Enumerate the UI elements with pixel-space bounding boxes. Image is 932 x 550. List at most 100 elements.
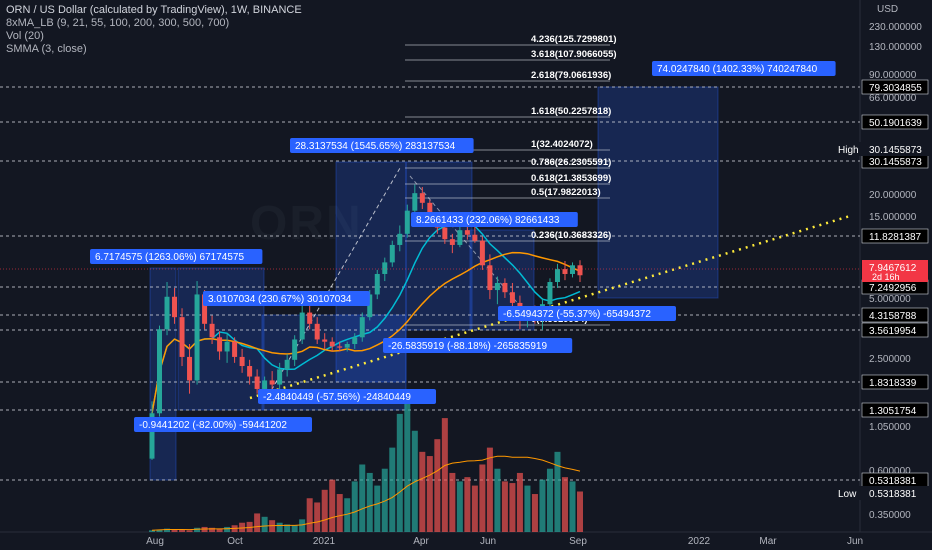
volume-bar	[164, 528, 171, 532]
current-price-tag	[862, 260, 928, 282]
volume-bar	[577, 491, 583, 532]
volume-bar	[186, 530, 193, 532]
volume-bar	[314, 502, 321, 532]
volume-bar	[329, 479, 336, 532]
legend-indicator-ma[interactable]: 8xMA_LB (9, 21, 55, 100, 200, 300, 500, …	[6, 17, 230, 29]
x-tick-label: Sep	[569, 536, 587, 547]
volume-bar	[261, 516, 268, 532]
candle-body	[569, 265, 575, 274]
candle-body	[382, 262, 388, 274]
volume-bar	[434, 439, 441, 532]
projection-line	[267, 167, 401, 397]
y-tick-label: 1.050000	[869, 422, 911, 433]
volume-bar	[419, 451, 426, 532]
measure-box	[597, 86, 719, 299]
volume-bar	[299, 519, 306, 532]
volume-bar	[546, 468, 553, 532]
measure-label: -2.4840449 (-57.56%) -24840449	[263, 392, 411, 403]
level-price-tag	[861, 307, 929, 323]
fib-label: 2.618(79.0661936)	[531, 70, 611, 81]
x-tick-label: Mar	[759, 536, 777, 547]
candle-body	[172, 296, 178, 318]
candle-body	[494, 282, 500, 291]
volume-bar	[284, 524, 291, 532]
fib-label: 1.618(50.2257818)	[531, 106, 611, 117]
fib-label: 3.618(107.9066055)	[531, 49, 617, 60]
candle-body	[277, 369, 283, 385]
candle-body	[262, 380, 268, 389]
candle-body	[374, 273, 380, 295]
legend-indicator-volume[interactable]: Vol (20)	[6, 30, 44, 42]
volume-bar	[539, 479, 546, 532]
candle-body	[404, 210, 410, 234]
candle-body	[179, 317, 185, 357]
y-tick-label: 230.000000	[869, 22, 922, 33]
candle-body	[412, 193, 418, 211]
candle-body	[442, 227, 448, 240]
volume-bar	[554, 451, 561, 532]
volume-bar	[366, 472, 373, 532]
candle-body	[562, 269, 568, 274]
candle-body	[314, 323, 320, 340]
time-axis	[0, 532, 932, 550]
volume-bar	[344, 498, 351, 532]
level-price-label: 11.8281387	[869, 232, 922, 243]
candle-body	[322, 339, 328, 342]
candle-body	[307, 312, 313, 324]
legend-title[interactable]: ORN / US Dollar (calculated by TradingVi…	[6, 4, 302, 16]
measure-label-bg	[411, 212, 578, 227]
candle-body	[232, 341, 238, 357]
level-price-tag	[861, 374, 929, 390]
candle-body	[157, 329, 163, 414]
measure-label: 3.0107034 (230.67%) 30107034	[208, 294, 352, 305]
level-price-tag	[861, 228, 929, 244]
volume-bar	[524, 485, 531, 532]
fib-label: 4.236(125.7299801)	[531, 34, 617, 45]
candle-body	[224, 341, 230, 352]
level-price-label: 4.3158788	[869, 311, 917, 322]
measure-label-bg	[290, 138, 474, 153]
candle-body	[217, 337, 223, 352]
candle-body	[577, 265, 583, 276]
y-tick-label: 2.500000	[869, 354, 911, 365]
level-price-label: 3.5619954	[869, 326, 917, 337]
low-value: 0.5318381	[869, 489, 917, 500]
level-price-label: 7.2492956	[869, 283, 917, 294]
measure-label: 8.2661433 (232.06%) 82661433	[416, 215, 560, 226]
high-tag-bg	[834, 142, 930, 156]
volume-bar	[276, 522, 283, 532]
volume-bar	[516, 472, 523, 532]
volume-bar	[359, 464, 366, 532]
volume-bar	[156, 529, 163, 532]
measure-label: 28.3137534 (1545.65%) 283137534	[295, 141, 456, 152]
volume-bar	[494, 468, 501, 532]
volume-bar	[381, 468, 388, 532]
fib-label: 1(32.4024072)	[531, 139, 593, 150]
x-tick-label: Apr	[413, 536, 429, 547]
x-tick-label: Jun	[480, 536, 496, 547]
candle-body	[419, 193, 425, 203]
legend-indicator-smma[interactable]: SMMA (3, close)	[6, 43, 87, 55]
level-price-tag	[861, 322, 929, 338]
candle-body	[209, 323, 215, 338]
volume-bar	[209, 527, 216, 532]
measure-label-bg	[134, 417, 312, 432]
volume-bar	[531, 494, 538, 532]
volume-bar	[224, 526, 231, 532]
volume-bar	[501, 481, 508, 532]
candle-body	[284, 359, 290, 370]
candle-body	[254, 376, 260, 389]
candle-body	[367, 294, 373, 318]
candle-body	[344, 344, 350, 348]
candle-body	[337, 346, 343, 348]
volume-bar	[291, 525, 298, 532]
measure-label-bg	[90, 249, 263, 264]
volume-bar	[396, 413, 403, 532]
volume-bar	[471, 485, 478, 532]
volume-bar	[561, 477, 568, 532]
measure-label: -26.5835919 (-88.18%) -265835919	[388, 341, 547, 352]
current-price-label: 7.9467612	[869, 263, 917, 274]
candle-body	[479, 240, 485, 266]
candle-body	[389, 244, 395, 263]
